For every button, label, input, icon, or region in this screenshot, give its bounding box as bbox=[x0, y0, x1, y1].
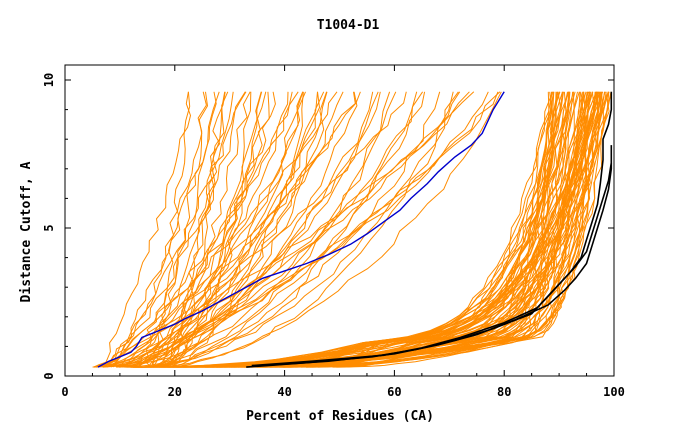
model-line bbox=[332, 91, 610, 368]
model-line bbox=[156, 91, 321, 368]
x-tick-label: 40 bbox=[277, 385, 291, 399]
model-line bbox=[219, 91, 612, 368]
model-line bbox=[110, 91, 217, 368]
series-line-highlight bbox=[97, 91, 505, 368]
model-line bbox=[122, 91, 267, 368]
model-line bbox=[137, 91, 475, 368]
model-line bbox=[166, 91, 304, 368]
series-line-top-3 bbox=[262, 145, 613, 367]
model-line bbox=[150, 91, 441, 368]
model-line bbox=[103, 91, 192, 368]
model-line bbox=[137, 91, 418, 368]
x-tick-label: 100 bbox=[603, 385, 625, 399]
model-line bbox=[100, 91, 299, 368]
y-tick-label: 5 bbox=[42, 224, 56, 231]
model-line bbox=[151, 91, 276, 368]
model-line bbox=[102, 91, 379, 368]
model-line bbox=[161, 91, 502, 368]
model-line bbox=[101, 91, 407, 368]
x-tick-label: 0 bbox=[61, 385, 68, 399]
model-line bbox=[160, 91, 358, 368]
model-line bbox=[145, 91, 207, 368]
model-line bbox=[153, 91, 610, 368]
model-line bbox=[154, 91, 252, 368]
model-line bbox=[119, 91, 397, 368]
x-tick-label: 60 bbox=[387, 385, 401, 399]
x-tick-label: 80 bbox=[497, 385, 511, 399]
y-tick-label: 10 bbox=[42, 73, 56, 87]
model-line bbox=[119, 91, 361, 368]
model-line bbox=[204, 91, 576, 368]
series-layer bbox=[92, 91, 613, 368]
model-line bbox=[300, 91, 588, 368]
axis-ticks: 0 20 40 60 80 100 0 5 10 bbox=[42, 65, 625, 399]
model-line bbox=[152, 91, 191, 368]
model-line bbox=[119, 91, 306, 368]
model-line bbox=[93, 91, 246, 368]
y-tick-label: 0 bbox=[42, 372, 56, 379]
model-line bbox=[135, 91, 575, 368]
model-line bbox=[102, 91, 374, 368]
model-line bbox=[95, 91, 325, 368]
model-line bbox=[281, 91, 583, 368]
model-line bbox=[141, 91, 459, 368]
model-line bbox=[106, 91, 209, 368]
x-axis-label: Percent of Residues (CA) bbox=[246, 409, 434, 424]
x-tick-label: 20 bbox=[168, 385, 182, 399]
model-line bbox=[167, 91, 226, 368]
model-line bbox=[264, 91, 597, 368]
model-line bbox=[132, 91, 391, 368]
model-line bbox=[163, 91, 229, 368]
model-line bbox=[137, 91, 234, 368]
model-line bbox=[92, 91, 501, 368]
chart-title: T1004-D1 bbox=[317, 18, 380, 33]
model-line bbox=[94, 91, 318, 368]
model-line bbox=[116, 91, 424, 368]
y-axis-label: Distance Cutoff, A bbox=[19, 161, 34, 302]
